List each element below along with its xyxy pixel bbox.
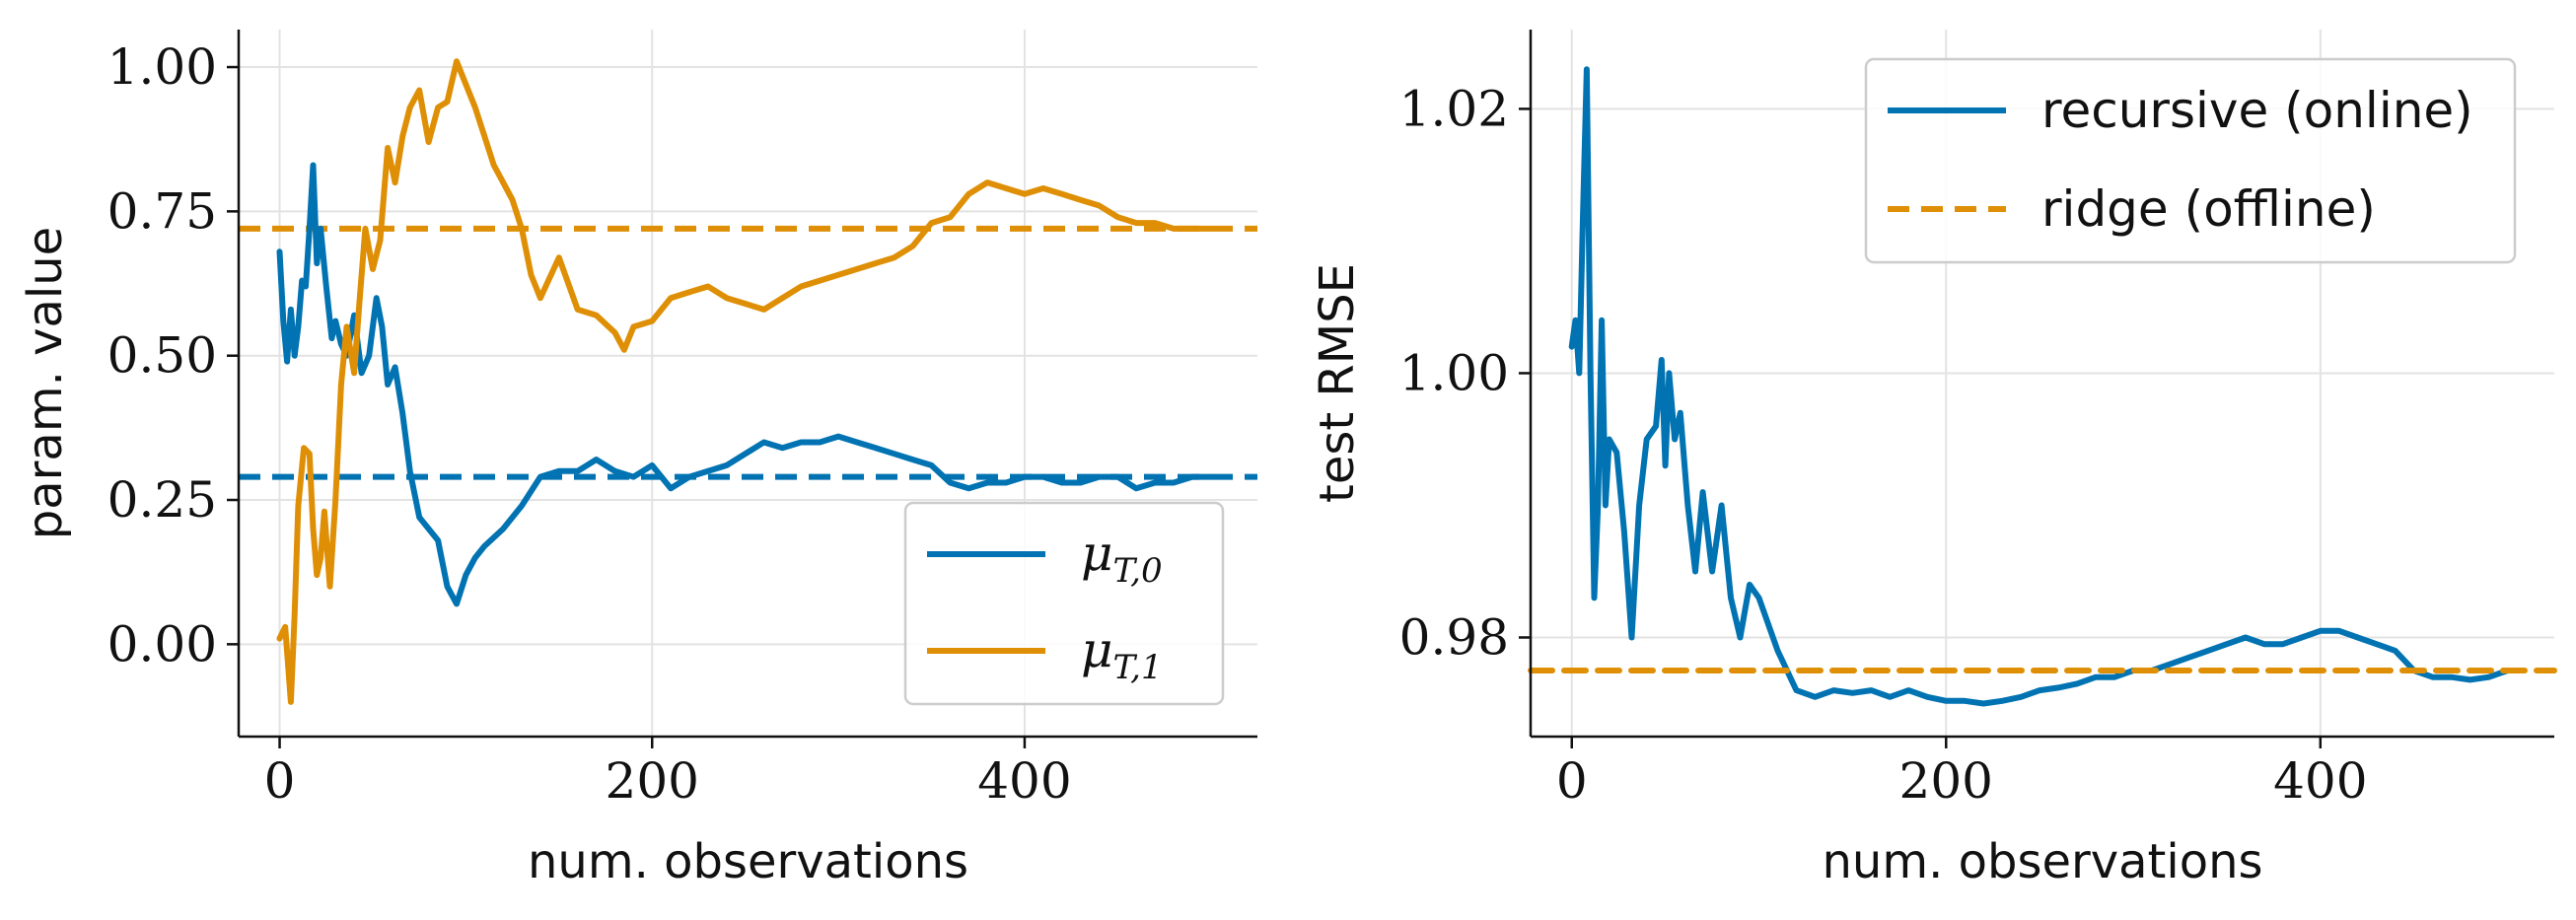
right-chart-series-line-0 [1568, 66, 2511, 707]
left-chart-legend: μT,0 μT,1 [903, 501, 1225, 706]
left-chart-panel: 0 200 400 0.00 0.25 0.50 0.75 1.00 num. observa… [18, 30, 1257, 889]
left-chart-x-tick-label: 200 [606, 752, 699, 810]
right-chart-y-tick-label: 0.98 [1399, 608, 1509, 666]
left-chart-legend-label-0: μT,0 [1081, 525, 1163, 591]
left-chart-x-tick-label: 400 [977, 752, 1071, 810]
left-chart-series [239, 58, 1257, 705]
left-chart-y-tick-label: 0.75 [107, 182, 217, 240]
left-chart-y-tick-label: 0.50 [107, 327, 217, 385]
right-chart-series [1528, 66, 2557, 707]
right-chart-x-tick-label: 400 [2273, 752, 2367, 810]
left-chart-x-axis-label: num. observations [528, 834, 968, 889]
right-chart-legend-box [1864, 57, 2517, 264]
right-chart-x-axis-label: num. observations [1823, 834, 2263, 889]
left-chart-series-line-0 [276, 162, 1214, 607]
right-chart-x-tick-label: 0 [1556, 752, 1588, 810]
right-chart-legend-label-0: recursive (online) [2041, 82, 2473, 139]
right-chart-ticks: 0 200 400 0.98 1.00 1.02 [1399, 80, 2368, 810]
right-chart-y-tick-label: 1.00 [1399, 344, 1509, 401]
left-chart-x-tick-label: 0 [264, 752, 296, 810]
left-chart-axes [237, 30, 1257, 739]
left-chart-y-axis-label: param. value [18, 227, 73, 539]
right-chart-axes [1529, 30, 2554, 739]
left-chart-y-tick-label: 0.25 [107, 471, 217, 529]
left-chart-ticks: 0 200 400 0.00 0.25 0.50 0.75 1.00 [107, 38, 1072, 810]
left-chart-series-line-1 [276, 58, 1214, 705]
right-chart-y-axis-label: test RMSE [1310, 263, 1365, 503]
right-chart-y-tick-label: 1.02 [1399, 80, 1509, 137]
left-chart-y-tick-label: 1.00 [107, 38, 217, 96]
left-chart-y-tick-label: 0.00 [107, 615, 217, 672]
right-chart-legend-label-1: ridge (offline) [2041, 180, 2376, 238]
right-chart-x-tick-label: 200 [1899, 752, 1993, 810]
left-chart-legend-box [903, 501, 1225, 706]
right-chart-legend: recursive (online) ridge (offline) [1864, 57, 2517, 264]
right-chart-panel: 0 200 400 0.98 1.00 1.02 num. observations te… [1310, 30, 2557, 889]
left-chart-grid [239, 30, 1257, 737]
left-chart-legend-label-1: μT,1 [1081, 621, 1163, 687]
